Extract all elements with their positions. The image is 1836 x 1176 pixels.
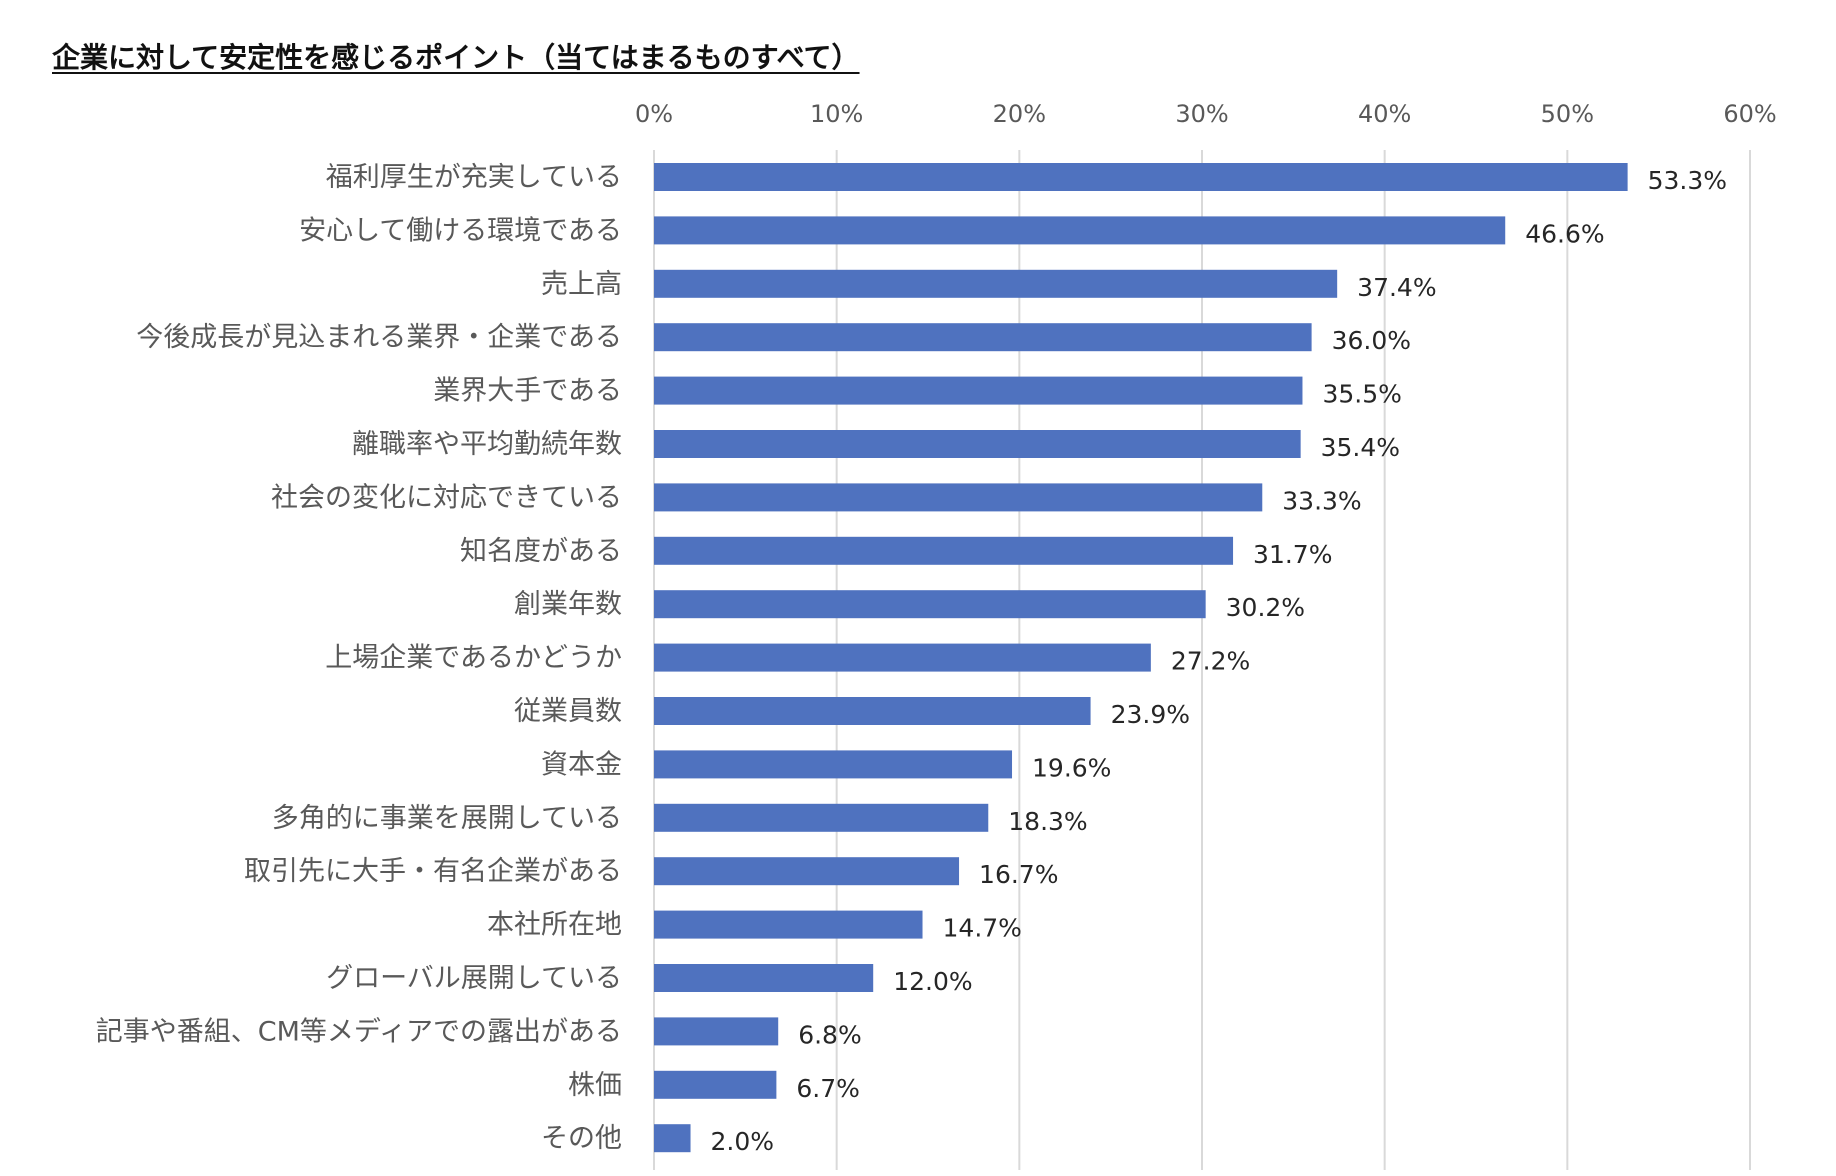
category-label: 売上高 (541, 269, 622, 300)
data-label: 36.0% (1332, 326, 1411, 355)
x-tick-label: 50% (1541, 100, 1594, 128)
data-label: 46.6% (1525, 219, 1604, 248)
category-label: 本社所在地 (487, 910, 622, 941)
bar (654, 269, 1338, 298)
x-tick-label: 60% (1723, 100, 1776, 128)
bar (654, 1124, 691, 1153)
x-tick-label: 30% (1175, 100, 1228, 128)
category-label: 資本金 (541, 749, 622, 780)
category-labels: 福利厚生が充実している安心して働ける環境である売上高今後成長が見込まれる業界・企… (96, 162, 622, 1154)
bar (654, 910, 923, 939)
data-label: 35.4% (1321, 433, 1400, 462)
category-label: 取引先に大手・有名企業がある (244, 856, 622, 887)
data-label: 18.3% (1008, 807, 1087, 836)
data-label: 16.7% (979, 860, 1058, 889)
bar (654, 430, 1301, 458)
bar (654, 964, 874, 992)
category-label: 株価 (568, 1070, 622, 1101)
data-label: 35.5% (1322, 380, 1401, 409)
data-label: 37.4% (1357, 273, 1436, 302)
bar (654, 163, 1628, 191)
bar (654, 803, 989, 832)
data-label: 53.3% (1648, 166, 1727, 195)
data-label: 19.6% (1032, 753, 1111, 782)
bar (654, 1017, 779, 1046)
bar (654, 643, 1151, 672)
data-label: 27.2% (1171, 647, 1250, 676)
data-label: 14.7% (943, 914, 1022, 943)
category-label: 業界大手である (433, 376, 622, 407)
category-label: 従業員数 (514, 696, 622, 727)
x-tick-label: 10% (810, 100, 863, 128)
category-label: 離職率や平均勤続年数 (352, 429, 622, 460)
data-label: 6.7% (796, 1074, 860, 1103)
category-label: その他 (541, 1123, 622, 1154)
category-label: 知名度がある (460, 536, 622, 567)
bar (654, 483, 1263, 512)
category-label: 今後成長が見込まれる業界・企業である (136, 322, 622, 353)
bar (654, 590, 1206, 619)
data-labels: 53.3% 46.6% 37.4% 36.0% 35.5% 35.4% 33.3% 31.7%… (711, 166, 1728, 1156)
data-label: 23.9% (1111, 700, 1190, 729)
data-label: 33.3% (1282, 486, 1361, 515)
chart-title: 企業に対して安定性を感じるポイント（当てはまるものすべて） (52, 41, 860, 74)
x-axis-ticks: 0% 10% 20% 30% 40% 50% 60% (635, 100, 1777, 128)
bar (654, 536, 1234, 565)
bar (654, 1070, 777, 1099)
category-label: 安心して働ける環境である (299, 215, 622, 246)
data-label: 12.0% (893, 967, 972, 996)
category-label: 上場企業であるかどうか (325, 643, 622, 674)
bar (654, 857, 960, 886)
x-tick-label: 40% (1358, 100, 1411, 128)
bar (654, 376, 1303, 405)
category-label: 福利厚生が充実している (326, 162, 622, 193)
category-label: 社会の変化に対応できている (271, 482, 622, 513)
bar (654, 216, 1506, 245)
bar (654, 323, 1312, 352)
bar (654, 697, 1091, 725)
bars (654, 163, 1628, 1153)
data-label: 2.0% (711, 1127, 775, 1156)
x-tick-label: 0% (635, 100, 673, 128)
category-label: 記事や番組、CM等メディアでの露出がある (96, 1016, 622, 1047)
x-tick-label: 20% (993, 100, 1046, 128)
category-label: 創業年数 (514, 589, 622, 620)
data-label: 30.2% (1226, 593, 1305, 622)
data-label: 31.7% (1253, 540, 1332, 569)
data-label: 6.8% (798, 1020, 862, 1049)
bar (654, 750, 1013, 779)
category-label: グローバル展開している (326, 963, 622, 994)
category-label: 多角的に事業を展開している (272, 803, 622, 834)
